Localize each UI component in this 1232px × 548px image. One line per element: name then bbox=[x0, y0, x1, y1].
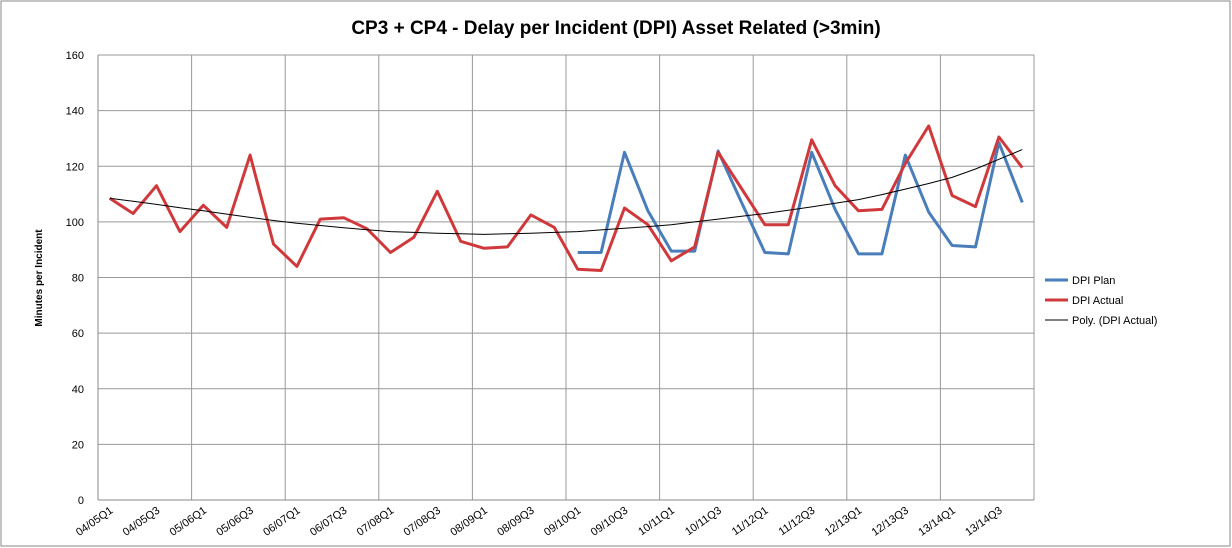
chart-title: CP3 + CP4 - Delay per Incident (DPI) Ass… bbox=[351, 18, 880, 39]
line-series bbox=[108, 124, 1024, 272]
legend-label: DPI Actual bbox=[1072, 295, 1123, 307]
y-tick-label: 80 bbox=[72, 273, 84, 285]
y-tick-label: 60 bbox=[72, 328, 84, 340]
y-tick-label: 160 bbox=[66, 50, 84, 62]
y-tick-label: 120 bbox=[66, 161, 84, 173]
y-tick-label: 0 bbox=[78, 495, 84, 507]
legend-label: DPI Plan bbox=[1072, 275, 1115, 287]
legend-label: Poly. (DPI Actual) bbox=[1072, 315, 1157, 327]
y-tick-label: 40 bbox=[72, 384, 84, 396]
line-series bbox=[109, 149, 1023, 235]
y-tick-label: 100 bbox=[66, 217, 84, 229]
y-axis-label: Minutes per Incident bbox=[34, 229, 45, 327]
line-series bbox=[577, 141, 1024, 256]
y-tick-label: 20 bbox=[72, 439, 84, 451]
y-tick-label: 140 bbox=[66, 106, 84, 118]
